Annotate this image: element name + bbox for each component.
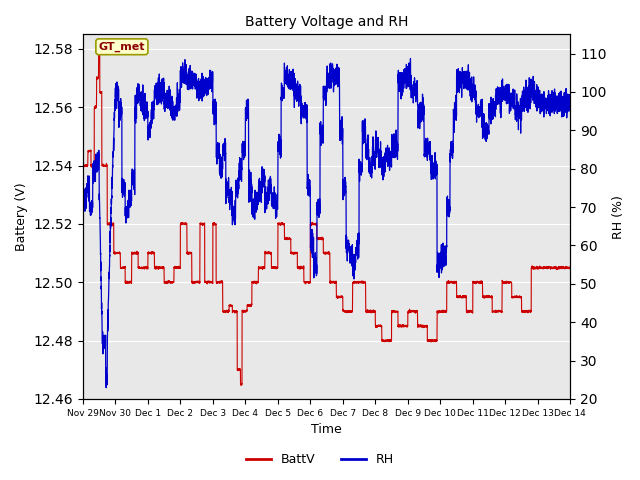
BattV bbox=[436, 309, 444, 315]
BattV bbox=[409, 308, 417, 314]
BattV bbox=[566, 265, 574, 271]
BattV bbox=[463, 310, 471, 316]
BattV bbox=[167, 279, 175, 285]
Y-axis label: RH (%): RH (%) bbox=[612, 195, 625, 239]
Line: BattV: BattV bbox=[83, 48, 570, 385]
BattV bbox=[308, 222, 316, 228]
BattV bbox=[79, 162, 87, 168]
Text: GT_met: GT_met bbox=[99, 42, 145, 52]
RH bbox=[102, 385, 110, 391]
RH bbox=[409, 92, 417, 97]
X-axis label: Time: Time bbox=[311, 423, 342, 436]
BattV bbox=[237, 382, 245, 388]
RH bbox=[79, 197, 87, 203]
RH bbox=[566, 107, 573, 113]
RH bbox=[463, 86, 471, 92]
RH bbox=[308, 227, 316, 232]
Line: RH: RH bbox=[83, 59, 570, 388]
RH bbox=[167, 103, 175, 109]
RH bbox=[566, 104, 574, 110]
Title: Battery Voltage and RH: Battery Voltage and RH bbox=[245, 15, 408, 29]
BattV bbox=[95, 45, 102, 51]
RH bbox=[406, 56, 414, 61]
BattV bbox=[566, 264, 573, 270]
Y-axis label: Battery (V): Battery (V) bbox=[15, 182, 28, 251]
Legend: BattV, RH: BattV, RH bbox=[241, 448, 399, 471]
RH bbox=[436, 263, 444, 269]
